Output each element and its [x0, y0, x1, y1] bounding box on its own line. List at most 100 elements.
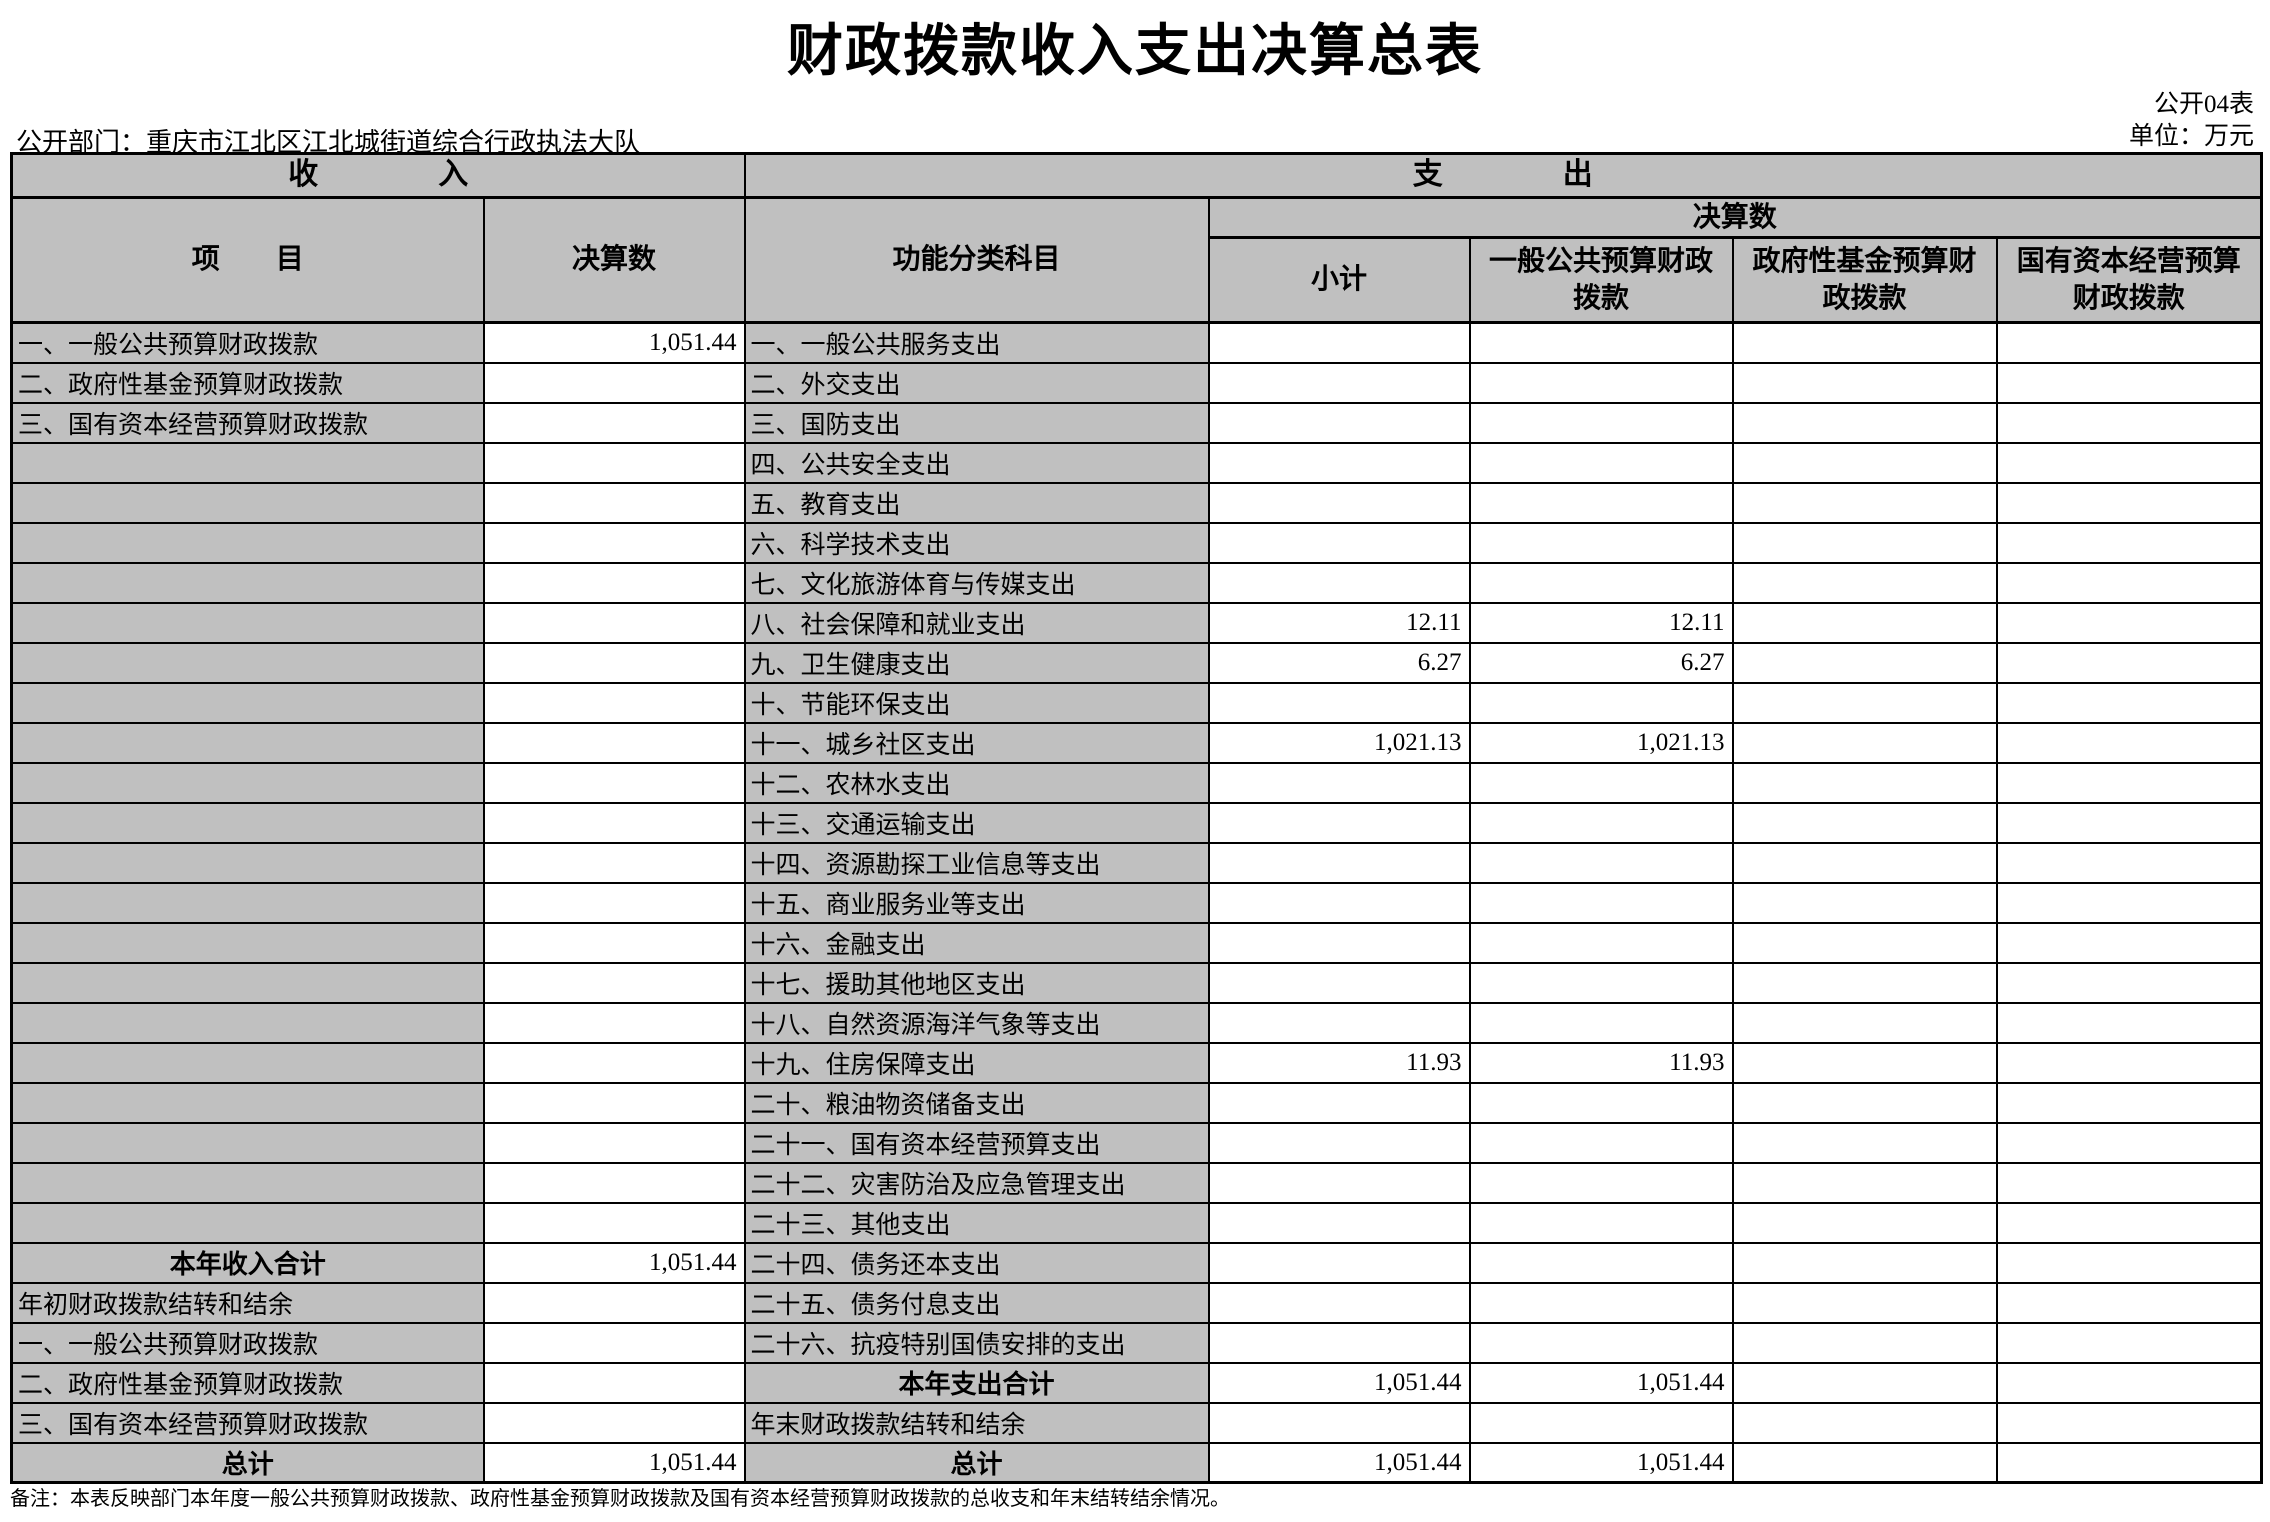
expense-subtotal-cell: [1207, 1121, 1471, 1164]
gov-fund-budget-cell: [1731, 401, 1998, 444]
income-amount-cell: 1,051.44: [482, 321, 746, 364]
section-header-row: 收 入 支 出: [10, 152, 2263, 199]
state-capital-budget-cell: [1995, 561, 2263, 604]
table-row: 三、国有资本经营预算财政拨款 年末财政拨款结转和结余: [10, 1401, 2263, 1444]
table-row: 十三、交通运输支出: [10, 801, 2263, 844]
general-public-budget-cell: [1468, 1001, 1734, 1044]
expense-item-cell: 二十、粮油物资储备支出: [743, 1081, 1210, 1124]
income-amount-cell: [482, 1281, 746, 1324]
income-item-cell: [10, 641, 485, 684]
general-public-budget-cell: 6.27: [1468, 641, 1734, 684]
gov-fund-budget-cell: [1731, 1081, 1998, 1124]
col-header-gov-fund-budget: 政府性基金预算财政拨款: [1731, 236, 1998, 325]
income-item-cell: [10, 761, 485, 804]
footnote: 备注：本表反映部门本年度一般公共预算财政拨款、政府性基金预算财政拨款及国有资本经…: [10, 1488, 1230, 1510]
general-public-budget-cell: [1468, 1241, 1734, 1284]
expense-item-cell: 二十二、灾害防治及应急管理支出: [743, 1161, 1210, 1204]
gov-fund-budget-cell: [1731, 481, 1998, 524]
unit-label: 单位：万元: [2128, 123, 2254, 150]
table-row: 六、科学技术支出: [10, 521, 2263, 564]
gov-fund-budget-cell: [1731, 681, 1998, 724]
state-capital-budget-cell: [1995, 321, 2263, 364]
expense-subtotal-cell: 1,021.13: [1207, 721, 1471, 764]
table-row: 十五、商业服务业等支出: [10, 881, 2263, 924]
expense-item-cell: 六、科学技术支出: [743, 521, 1210, 564]
table-row: 二、政府性基金预算财政拨款 本年支出合计 1,051.44 1,051.44: [10, 1361, 2263, 1404]
general-public-budget-cell: [1468, 441, 1734, 484]
general-public-budget-cell: [1468, 1401, 1734, 1444]
income-item-cell: [10, 721, 485, 764]
general-public-budget-cell: [1468, 881, 1734, 924]
income-item-cell: 本年收入合计: [10, 1241, 485, 1284]
state-capital-budget-cell: [1995, 921, 2263, 964]
income-item-cell: [10, 441, 485, 484]
expense-subtotal-cell: [1207, 761, 1471, 804]
general-public-budget-cell: [1468, 561, 1734, 604]
expense-item-cell: 二十六、抗疫特别国债安排的支出: [743, 1321, 1210, 1364]
income-item-cell: [10, 481, 485, 524]
income-amount-cell: [482, 401, 746, 444]
expense-subtotal-cell: [1207, 1001, 1471, 1044]
income-amount-cell: [482, 1081, 746, 1124]
income-section-header: 收 入: [10, 152, 746, 199]
income-amount-cell: [482, 1001, 746, 1044]
income-amount-cell: [482, 1201, 746, 1244]
general-public-budget-cell: [1468, 1321, 1734, 1364]
income-item-cell: [10, 841, 485, 884]
expense-subtotal-cell: 1,051.44: [1207, 1361, 1471, 1404]
col-header-functional-subject: 功能分类科目: [743, 196, 1210, 325]
expense-subtotal-cell: [1207, 321, 1471, 364]
table-row: 五、教育支出: [10, 481, 2263, 524]
expense-item-cell: 十二、农林水支出: [743, 761, 1210, 804]
income-item-cell: [10, 521, 485, 564]
expense-item-cell: 十八、自然资源海洋气象等支出: [743, 1001, 1210, 1044]
state-capital-budget-cell: [1995, 1441, 2263, 1484]
income-amount-cell: [482, 1321, 746, 1364]
income-item-cell: 三、国有资本经营预算财政拨款: [10, 1401, 485, 1444]
gov-fund-budget-cell: [1731, 1001, 1998, 1044]
income-amount-cell: [482, 1121, 746, 1164]
expense-item-cell: 四、公共安全支出: [743, 441, 1210, 484]
income-item-cell: [10, 601, 485, 644]
state-capital-budget-cell: [1995, 521, 2263, 564]
gov-fund-budget-cell: [1731, 1201, 1998, 1244]
income-item-cell: [10, 1001, 485, 1044]
gov-fund-budget-cell: [1731, 961, 1998, 1004]
general-public-budget-cell: 1,051.44: [1468, 1361, 1734, 1404]
expense-subtotal-cell: 6.27: [1207, 641, 1471, 684]
col-header-income-amount: 决算数: [482, 196, 746, 325]
general-public-budget-cell: [1468, 1201, 1734, 1244]
table-row: 十四、资源勘探工业信息等支出: [10, 841, 2263, 884]
income-item-cell: [10, 961, 485, 1004]
gov-fund-budget-cell: [1731, 881, 1998, 924]
expense-subtotal-cell: 11.93: [1207, 1041, 1471, 1084]
income-amount-cell: [482, 641, 746, 684]
table-row: 十一、城乡社区支出 1,021.13 1,021.13: [10, 721, 2263, 764]
table-row: 十六、金融支出: [10, 921, 2263, 964]
col-header-subtotal: 小计: [1207, 236, 1471, 325]
table-row: 十八、自然资源海洋气象等支出: [10, 1001, 2263, 1044]
gov-fund-budget-cell: [1731, 1441, 1998, 1484]
expense-subtotal-cell: [1207, 361, 1471, 404]
expense-item-cell: 总计: [743, 1441, 1210, 1484]
gov-fund-budget-cell: [1731, 1241, 1998, 1284]
income-item-cell: 三、国有资本经营预算财政拨款: [10, 401, 485, 444]
general-public-budget-cell: [1468, 761, 1734, 804]
gov-fund-budget-cell: [1731, 1401, 1998, 1444]
table-row: 总计 1,051.44 总计 1,051.44 1,051.44: [10, 1441, 2263, 1484]
expense-item-cell: 十七、援助其他地区支出: [743, 961, 1210, 1004]
expense-item-cell: 七、文化旅游体育与传媒支出: [743, 561, 1210, 604]
table-row: 二十三、其他支出: [10, 1201, 2263, 1244]
income-item-cell: [10, 1201, 485, 1244]
column-header-row: 小计 一般公共预算财政拨款 政府性基金预算财政拨款 国有资本经营预算财政拨款: [12, 236, 2263, 325]
income-amount-cell: [482, 1401, 746, 1444]
income-amount-cell: [482, 761, 746, 804]
gov-fund-budget-cell: [1731, 601, 1998, 644]
gov-fund-budget-cell: [1731, 761, 1998, 804]
state-capital-budget-cell: [1995, 1081, 2263, 1124]
general-public-budget-cell: [1468, 481, 1734, 524]
income-item-cell: 二、政府性基金预算财政拨款: [10, 361, 485, 404]
income-amount-cell: 1,051.44: [482, 1441, 746, 1484]
page-title: 财政拨款收入支出决算总表: [787, 21, 1483, 83]
income-item-cell: [10, 1161, 485, 1204]
